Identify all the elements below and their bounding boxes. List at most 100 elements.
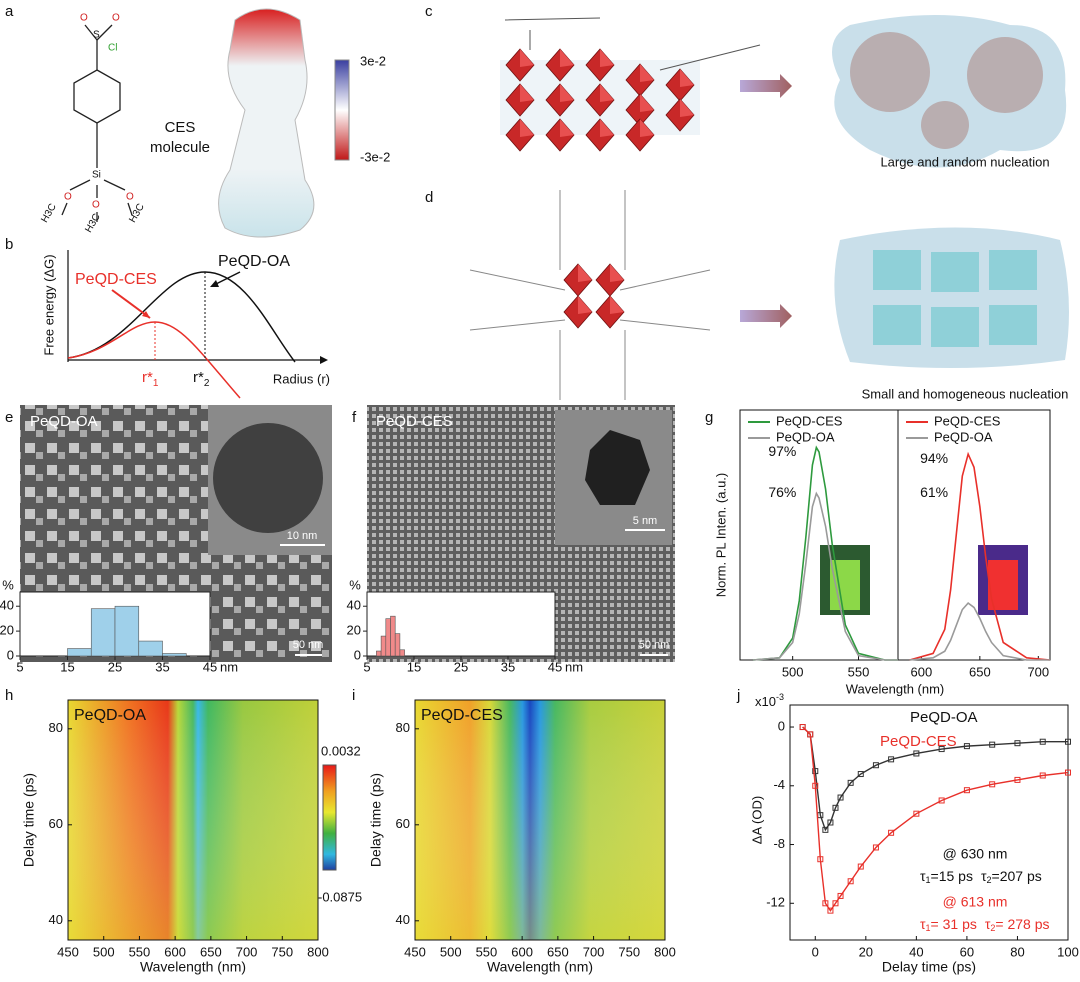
energy-diagram xyxy=(67,250,328,399)
atom: H3C xyxy=(39,202,59,225)
axis-label: Delay time (ps) xyxy=(882,959,976,975)
y-tick-label: 0 xyxy=(354,647,361,662)
y-unit: % xyxy=(349,577,361,592)
data-point xyxy=(913,810,920,817)
data-point xyxy=(837,794,844,801)
histogram-bar xyxy=(380,635,387,657)
text: x10 xyxy=(755,694,776,709)
y-tick-label: 40 xyxy=(347,598,361,613)
y-tick-label: 40 xyxy=(49,912,63,927)
colorbar xyxy=(334,59,350,161)
lattice-oa xyxy=(500,17,761,152)
data-point xyxy=(847,878,854,885)
data-point xyxy=(1039,738,1046,745)
text: τ xyxy=(985,916,991,932)
text: =207 ps xyxy=(992,868,1042,884)
x-tick-label: 750 xyxy=(618,944,640,959)
data-point xyxy=(989,741,996,748)
wavelength-label: @ 630 nm xyxy=(943,846,1008,862)
text: r* xyxy=(193,369,204,386)
x-tick-label: 450 xyxy=(404,944,426,959)
x-tick-label: 650 xyxy=(200,944,222,959)
molecule-structure xyxy=(61,24,133,222)
x-tick-label: 100 xyxy=(1057,944,1079,959)
data-point xyxy=(888,756,895,763)
tau-label: τ1= 31 ps τ2= 278 ps xyxy=(920,916,1050,934)
data-point xyxy=(812,768,819,775)
x-tick-label: 800 xyxy=(307,944,329,959)
text: =15 ps xyxy=(931,868,973,884)
spectrum-line xyxy=(909,601,1050,661)
peak-label: 61% xyxy=(920,484,948,500)
caption: Large and random nucleation xyxy=(880,154,1049,169)
curve-label: PeQD-OA xyxy=(218,253,290,270)
x-tick-label: 35 xyxy=(155,659,169,674)
atom: O xyxy=(80,13,88,24)
data-point xyxy=(822,826,829,833)
x-tick-label: 650 xyxy=(547,944,569,959)
esp-surface xyxy=(218,8,315,238)
x-unit: nm xyxy=(220,659,238,674)
y-tick-label: -8 xyxy=(773,836,785,851)
data-point xyxy=(827,819,834,826)
x-tick-label: 700 xyxy=(583,944,605,959)
colorbar-label: 3e-2 xyxy=(360,53,386,68)
data-point xyxy=(832,804,839,811)
x-tick-label: 5 xyxy=(16,659,23,674)
text: 1 xyxy=(153,378,159,389)
text: 2 xyxy=(990,923,995,933)
peak-label: 76% xyxy=(768,484,796,500)
text: τ xyxy=(920,916,926,932)
x-tick-label: 450 xyxy=(57,944,79,959)
sample-label: PeQD-CES xyxy=(421,707,503,724)
legend-label: PeQD-OA xyxy=(776,429,835,444)
x-tick-label: 550 xyxy=(129,944,151,959)
x-tick-label: 650 xyxy=(969,664,991,679)
legend-label: PeQD-OA xyxy=(934,429,993,444)
text: = 278 ps xyxy=(995,916,1049,932)
x-tick-label: 35 xyxy=(501,659,515,674)
peak-label: 94% xyxy=(920,450,948,466)
x-tick-label: 25 xyxy=(454,659,468,674)
x-tick-label: 45 xyxy=(203,659,217,674)
data-point xyxy=(847,779,854,786)
y-tick-label: 20 xyxy=(347,623,361,638)
x-tick-label: 600 xyxy=(164,944,186,959)
axis-label: Radius (r) xyxy=(273,371,330,386)
text: τ xyxy=(920,868,926,884)
data-point xyxy=(807,731,814,738)
x-tick-label: 5 xyxy=(363,659,370,674)
histogram-bar xyxy=(67,648,92,657)
y-unit: % xyxy=(2,577,14,592)
data-point xyxy=(799,724,806,731)
spectrum-line xyxy=(909,451,1051,661)
spectrum-line xyxy=(753,445,898,661)
panel-label: g xyxy=(705,409,713,426)
histogram-bar xyxy=(162,653,187,657)
axis-label: ΔA (OD) xyxy=(749,796,764,844)
scale-label: 50 nm xyxy=(293,639,324,651)
molecule-label: molecule xyxy=(150,139,210,156)
text: 1 xyxy=(926,875,931,885)
scale-label: 10 nm xyxy=(287,530,318,542)
plot-frame xyxy=(67,699,319,941)
data-point xyxy=(888,829,895,836)
legend-label: PeQD-CES xyxy=(776,413,843,428)
plot-frame xyxy=(789,704,1069,941)
sample-label: PeQD-CES xyxy=(376,413,453,430)
spectrum-line xyxy=(753,491,898,661)
x-tick-label: 550 xyxy=(848,664,870,679)
scale-label: 5 nm xyxy=(633,515,657,527)
atom: Cl xyxy=(108,43,117,54)
axis-label: Delay time (ps) xyxy=(368,773,384,867)
histogram-bar xyxy=(138,640,163,657)
x-unit: nm xyxy=(565,659,583,674)
atom: S xyxy=(93,30,100,41)
panel-label: h xyxy=(5,687,13,704)
data-point xyxy=(822,900,829,907)
y-tick-label: 20 xyxy=(0,623,14,638)
panel-label: f xyxy=(352,409,357,426)
x-tick-label: 80 xyxy=(1010,944,1024,959)
multiplier: x10-3 xyxy=(755,692,784,709)
